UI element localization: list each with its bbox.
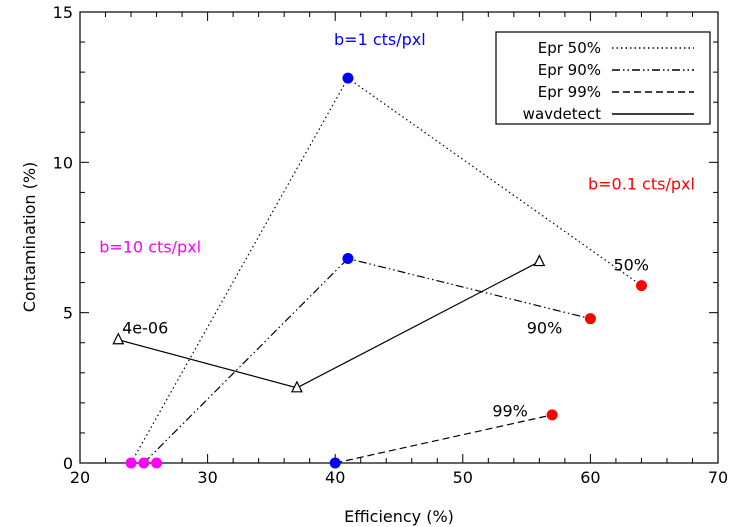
x-tick-label: 50 xyxy=(453,468,473,487)
series-line xyxy=(118,261,540,389)
annotation-label: 90% xyxy=(527,319,563,338)
annotation-label: 99% xyxy=(492,401,528,420)
x-tick-label: 20 xyxy=(70,468,90,487)
data-point xyxy=(342,72,354,84)
triangle-marker xyxy=(533,254,546,267)
colored-points xyxy=(125,72,647,469)
data-point xyxy=(546,409,558,421)
data-point xyxy=(151,457,163,469)
series-markers xyxy=(112,254,546,393)
data-point xyxy=(584,313,596,325)
legend-box xyxy=(495,31,711,125)
data-point xyxy=(635,280,647,292)
data-point xyxy=(342,253,354,265)
x-tick-label: 40 xyxy=(325,468,345,487)
y-tick-label: 0 xyxy=(63,454,73,473)
plot-frame xyxy=(79,11,719,464)
legend-label: wavdetect xyxy=(523,105,601,123)
annotation-label: b=10 cts/pxl xyxy=(99,238,201,257)
triangle-marker xyxy=(290,380,303,393)
legend: Epr 50% Epr 90% Epr 99% wavdetect xyxy=(495,31,711,125)
annotation-label: 50% xyxy=(613,256,649,275)
x-tick-label: 70 xyxy=(708,468,728,487)
legend-label: Epr 50% xyxy=(538,39,601,57)
x-axis-label: Efficiency (%) xyxy=(344,507,454,526)
annotation-label: b=1 cts/pxl xyxy=(334,30,426,49)
axis-ticks xyxy=(79,11,719,464)
series-lines xyxy=(118,77,642,464)
x-tick-label: 60 xyxy=(580,468,600,487)
triangle-marker xyxy=(112,332,125,345)
x-tick-label: 30 xyxy=(197,468,217,487)
y-tick-label: 15 xyxy=(53,3,73,22)
legend-items: Epr 50% Epr 90% Epr 99% wavdetect xyxy=(523,39,694,123)
data-point xyxy=(329,457,341,469)
legend-label: Epr 90% xyxy=(538,61,601,79)
data-point xyxy=(138,457,150,469)
annotation-label: 4e-06 xyxy=(122,319,168,338)
series-line xyxy=(143,257,591,464)
data-point xyxy=(125,457,137,469)
y-tick-label: 10 xyxy=(53,153,73,172)
y-axis-label: Contamination (%) xyxy=(20,162,39,313)
series-line xyxy=(130,77,642,464)
y-tick-label: 5 xyxy=(63,304,73,323)
series-line xyxy=(335,414,553,464)
annotations: b=1 cts/pxl b=0.1 cts/pxl b=10 cts/pxl 4e-0… xyxy=(99,30,695,420)
legend-label: Epr 99% xyxy=(538,83,601,101)
annotation-label: b=0.1 cts/pxl xyxy=(588,174,695,193)
axis-tick-labels: 20 30 40 50 60 70 0 5 10 15 xyxy=(53,3,729,487)
